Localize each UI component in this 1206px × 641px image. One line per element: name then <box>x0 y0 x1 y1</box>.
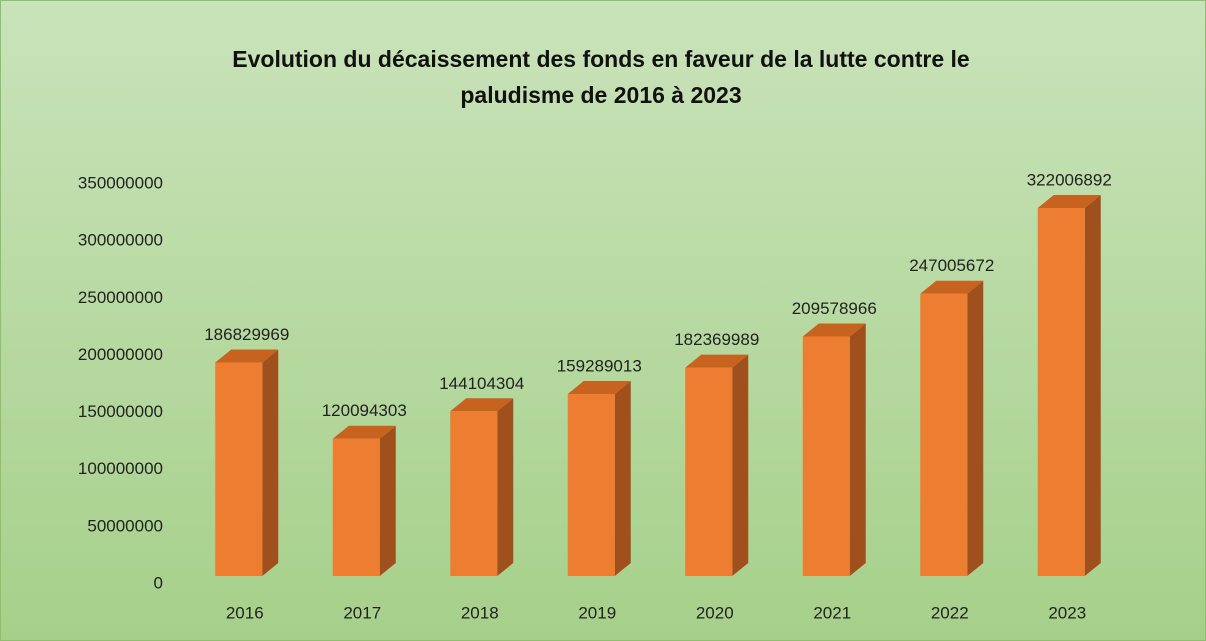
bar-top <box>450 398 514 412</box>
y-tick-label: 100000000 <box>78 459 163 478</box>
bar-side <box>262 349 279 576</box>
data-label: 209578966 <box>792 299 877 318</box>
bar-top <box>1037 194 1101 208</box>
bar <box>215 362 263 576</box>
x-tick-label: 2018 <box>461 603 499 622</box>
bar <box>332 438 380 576</box>
bar-top <box>215 349 279 363</box>
bar-side <box>1084 194 1101 576</box>
data-label: 186829969 <box>204 325 289 344</box>
bar-side <box>614 380 631 576</box>
bar <box>802 336 850 576</box>
bar-top <box>920 280 984 294</box>
y-tick-label: 250000000 <box>78 288 163 307</box>
bar <box>450 411 498 576</box>
bar <box>920 293 968 576</box>
chart-title: Evolution du décaissement des fonds en f… <box>232 46 970 108</box>
bar-top <box>802 323 866 337</box>
bar-top <box>567 380 631 394</box>
bar-side <box>732 354 749 576</box>
bar-side <box>497 398 514 576</box>
data-label: 159289013 <box>557 356 642 375</box>
x-tick-label: 2021 <box>813 603 851 622</box>
x-tick-label: 2023 <box>1048 603 1086 622</box>
data-label: 144104304 <box>439 374 524 393</box>
x-tick-label: 2017 <box>343 603 381 622</box>
y-tick-label: 200000000 <box>78 345 163 364</box>
y-tick-label: 50000000 <box>87 516 163 535</box>
x-tick-label: 2016 <box>226 603 264 622</box>
data-label: 247005672 <box>909 256 994 275</box>
bar-top <box>685 354 749 368</box>
y-tick-label: 0 <box>154 573 163 592</box>
x-tick-label: 2022 <box>931 603 969 622</box>
x-tick-label: 2019 <box>578 603 616 622</box>
y-tick-label: 150000000 <box>78 402 163 421</box>
bar-side <box>967 280 984 576</box>
bar <box>1037 207 1085 576</box>
bar-side <box>849 323 866 576</box>
bar-side <box>379 425 396 576</box>
data-label: 182369989 <box>674 330 759 349</box>
bar <box>567 393 615 576</box>
bar <box>685 367 733 576</box>
x-tick-label: 2020 <box>696 603 734 622</box>
bar-top <box>332 425 396 439</box>
data-label: 322006892 <box>1027 170 1112 189</box>
data-label: 120094303 <box>322 401 407 420</box>
y-tick-label: 350000000 <box>78 173 163 192</box>
y-tick-label: 300000000 <box>78 231 163 250</box>
